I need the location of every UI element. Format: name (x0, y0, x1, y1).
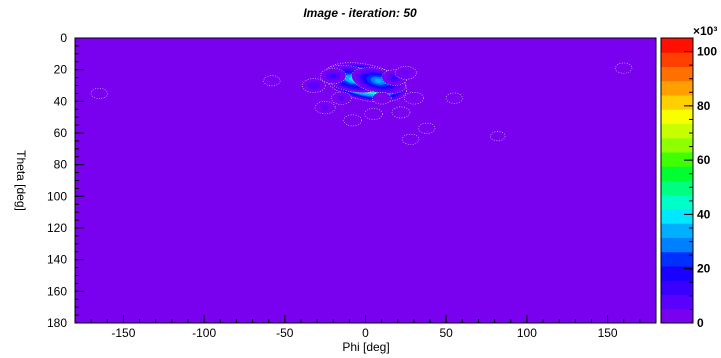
x-tick-label: 150 (598, 326, 618, 340)
colorbar-segment (661, 308, 693, 324)
y-tick-label: 0 (60, 31, 67, 45)
colorbar-segment (661, 237, 693, 253)
heatmap-cell (615, 62, 633, 74)
y-tick-label: 120 (47, 221, 67, 235)
heatmap-cell (404, 91, 424, 105)
colorbar-tick-label: 40 (697, 207, 711, 221)
colorbar-segment (661, 280, 693, 295)
heatmap-cell (394, 66, 417, 80)
heatmap-cell (490, 131, 506, 142)
colorbar-segment (661, 223, 693, 238)
colorbar-segment (661, 80, 693, 96)
x-tick-label: -50 (276, 326, 294, 340)
heatmap-cells (90, 62, 633, 145)
heatmap-cell (364, 108, 383, 120)
colorbar-segment (661, 180, 693, 196)
colorbar-segment (661, 66, 693, 82)
colorbar-tick-label: 20 (697, 262, 711, 276)
x-tick-label: -100 (192, 326, 216, 340)
y-tick-label: 180 (47, 316, 67, 330)
heatmap-cell (90, 87, 108, 99)
colorbar-multiplier: ×10³ (693, 24, 717, 38)
colorbar-segment (661, 194, 693, 210)
x-axis-label: Phi [deg] (342, 340, 389, 354)
y-tick-label: 100 (47, 189, 67, 203)
colorbar-frame (660, 37, 694, 324)
colorbar-tick-label: 100 (697, 45, 717, 59)
heatmap-cell (302, 78, 326, 93)
heatmap-cell (320, 67, 347, 85)
colorbar-segment (661, 95, 693, 110)
heatmap-cell (445, 92, 463, 104)
colorbar-segment (661, 166, 693, 181)
x-tick-label: 100 (517, 326, 537, 340)
heatmap-cell (418, 122, 436, 134)
x-axis: -150 -100 -50 0 50 100 150 (74, 315, 657, 340)
heatmap-cell (391, 106, 411, 119)
y-axis: 0 20 40 60 80 100 120 140 160 180 (47, 31, 84, 330)
colorbar-segment (661, 109, 693, 124)
colorbar-tick-label: 0 (697, 316, 704, 330)
colorbar-segment (661, 123, 693, 139)
y-tick-label: 40 (54, 94, 68, 108)
colorbar-segment (661, 38, 693, 53)
heatmap-cell (330, 91, 352, 105)
heatmap-cell (371, 91, 392, 105)
colorbar-segment (661, 294, 693, 310)
heatmap-cell (263, 75, 281, 87)
y-tick-label: 80 (54, 158, 68, 172)
colorbar-tick-label: 60 (697, 153, 711, 167)
colorbar-segment (661, 251, 693, 267)
x-tick-label: 50 (440, 326, 454, 340)
y-tick-label: 20 (54, 63, 68, 77)
y-tick-label: 160 (47, 284, 67, 298)
y-tick-label: 140 (47, 253, 67, 267)
y-axis-label: Theta [deg] (14, 150, 28, 211)
colorbar-segment (661, 266, 693, 281)
colorbar-segment (661, 152, 693, 167)
colorbar-segment (661, 137, 693, 153)
chart-title: Image - iteration: 50 (303, 6, 417, 20)
heatmap-cell (402, 133, 420, 145)
colorbar: 0 20 40 60 80 100 (660, 37, 717, 330)
y-tick-label: 60 (54, 126, 68, 140)
colorbar-segment (661, 52, 693, 67)
colorbar-segment (661, 209, 693, 224)
colorbar-tick-label: 80 (697, 99, 711, 113)
heatmap-cell (314, 101, 336, 115)
x-tick-label: -150 (111, 326, 135, 340)
x-tick-label: 0 (362, 326, 369, 340)
heatmap-cell (343, 114, 362, 127)
